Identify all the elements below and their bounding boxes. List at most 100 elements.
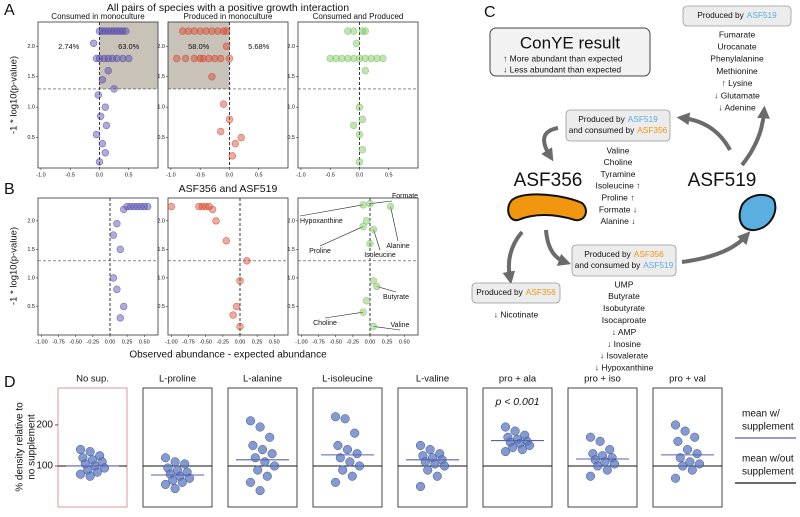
data-point [173,54,181,63]
y-tick-label: 1.0 [157,105,165,111]
data-point [508,442,518,453]
y-axis-label: -1 * log10(p-value) [9,227,20,305]
y-tick-label: 1.5 [287,74,295,80]
group-label: Produced by ASF519 [578,114,658,124]
data-point [214,27,222,35]
data-point [355,54,364,63]
x-tick-label: -1.0 [296,172,305,178]
data-point [184,27,193,35]
annotation: Alanine [386,243,409,250]
data-point [338,54,346,63]
data-point [354,461,365,471]
data-point [361,66,370,75]
plot-frame [142,387,213,508]
data-point [593,461,603,471]
data-point [98,139,107,148]
panel-label: C [484,4,496,21]
data-point [524,440,535,450]
group-label: and consumed by ASF519 [575,260,674,270]
subplot-title: Consumed in monoculture [51,12,145,21]
annotation-leader [324,311,364,319]
arrow [541,126,559,162]
plot-frame [297,197,419,336]
data-point [119,54,127,63]
data-point [113,285,121,294]
data-point [585,432,596,442]
y-tick-label: 2.0 [287,44,295,50]
legend-title: ConYE result [520,33,620,52]
legend-label: mean w/ [742,409,780,420]
data-point [85,471,95,481]
group-label-part: ASF519 [643,260,673,270]
data-point [432,471,442,481]
data-point [232,302,241,311]
data-point [208,73,216,81]
subplot-title: L-isoleucine [322,374,373,385]
x-tick-label: -0.5 [195,172,204,178]
data-point [168,475,178,485]
data-point [170,457,180,467]
group-label-part: ASF519 [628,114,658,124]
metabolite: Tyramine [601,169,636,179]
metabolite: Alanine ↓ [601,216,636,226]
annotation: Valine [391,322,410,329]
y-tick-label: 100 [36,461,53,472]
data-point [369,322,378,331]
data-point [347,471,357,481]
subplot-title: No sup. [76,374,109,385]
data-point [181,54,190,63]
data-point [75,445,86,455]
group-label-part: Produced by [584,249,631,259]
data-point [177,477,187,487]
data-point [228,152,237,160]
data-point [680,426,690,436]
data-point [116,27,124,35]
y-tick-label: 1.5 [27,247,35,253]
x-tick-label: -1.0 [166,172,175,178]
data-point [349,121,358,130]
data-point [425,445,435,455]
data-point [199,54,207,63]
x-tick-label: 0.25 [382,339,393,345]
arrow [676,112,732,151]
x-tick-label: 0.5 [255,172,263,178]
x-tick-label: -0.25 [217,339,230,345]
data-point [386,202,395,211]
data-point [113,219,121,228]
plot-frame [312,387,383,508]
data-point [237,133,245,142]
subplot-title: Produced in monoculture [184,12,273,21]
y-axis-label: % density relative to [15,402,26,492]
data-point [602,465,612,475]
data-point [510,426,520,436]
y-tick-label: 2.0 [287,218,295,224]
data-point [102,121,111,130]
data-point [269,461,280,471]
species-cell [738,193,777,232]
data-point [253,465,263,475]
y-tick-label: 0.5 [27,135,35,141]
data-point [119,27,127,35]
species-label: ASF519 [688,170,757,191]
data-point [673,436,683,446]
x-tick-label: 0.0 [96,172,104,178]
data-point [692,449,702,459]
data-point [255,486,265,496]
data-point [362,217,371,225]
data-point [326,54,334,63]
data-point [225,115,234,124]
data-point [366,239,374,248]
percent-annotation: 63.0% [118,42,140,51]
x-tick-label: -0.75 [312,339,325,345]
plot-frame [652,387,723,508]
x-tick-label: -0.50 [329,339,342,345]
legend-box [489,27,651,77]
data-point [332,54,340,63]
y-tick-label: 0.5 [157,304,165,310]
y-tick-label: 2.0 [27,44,35,50]
data-point [202,27,210,35]
data-point [682,445,693,455]
data-point [333,440,343,450]
data-point [359,201,367,209]
